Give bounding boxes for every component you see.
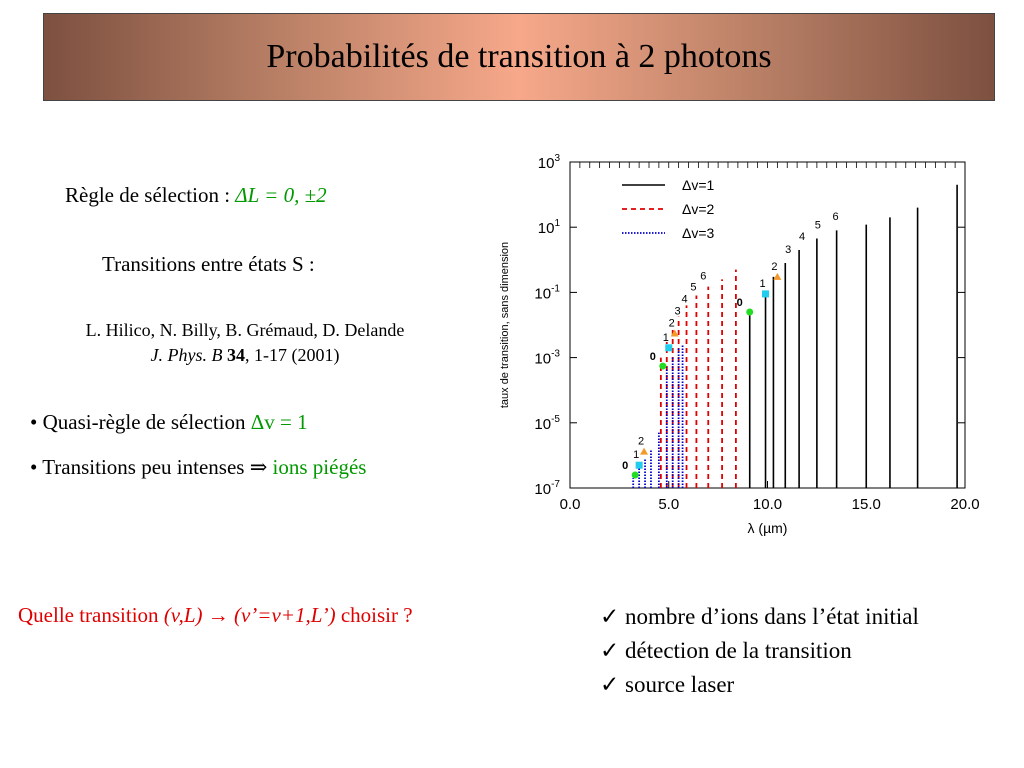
level-label: 1	[663, 332, 669, 344]
marker-orange	[773, 272, 782, 280]
selection-rule: Règle de sélection : ΔL = 0, ±2	[65, 183, 327, 208]
y-tick-label: 10-3	[534, 349, 560, 368]
level-label: 4	[681, 293, 687, 305]
legend-label: Δv=1	[682, 177, 715, 193]
x-axis-label: λ (µm)	[748, 520, 788, 536]
marker-orange	[640, 447, 649, 455]
level-label: 1	[759, 278, 765, 290]
y-tick-label: 10-5	[534, 414, 560, 433]
level-label: 0	[737, 297, 743, 309]
transitions-heading: Transitions entre états S :	[102, 252, 315, 276]
y-tick-label: 10-7	[534, 479, 560, 498]
reference-citation: J. Phys. B 34, 1-17 (2001)	[40, 345, 450, 366]
plot-frame	[569, 161, 966, 489]
bullet-text: • Transitions peu intenses ⇒	[30, 455, 273, 479]
level-label: 5	[690, 281, 696, 293]
level-label: 5	[815, 220, 821, 232]
level-label: 0	[622, 460, 628, 472]
bullet-quasi-rule: • Quasi-règle de sélection Δv = 1	[30, 410, 308, 435]
level-label: 3	[675, 305, 681, 317]
y-tick-label: 10-1	[534, 283, 560, 302]
legend-label: Δv=2	[682, 201, 715, 217]
page-title: Probabilités de transition à 2 photons	[266, 38, 772, 75]
title-bar: Probabilités de transition à 2 photons	[43, 13, 995, 101]
level-label: 2	[669, 317, 675, 329]
chart-series	[632, 184, 958, 488]
selection-rule-formula: ΔL = 0, ±2	[235, 183, 327, 207]
marker-green	[659, 362, 667, 370]
checklist-item: ✓ nombre d’ions dans l’état initial	[600, 604, 919, 629]
bullet-highlight: Δv = 1	[250, 410, 308, 434]
question: Quelle transition (v,L) → (v’=v+1,L’) ch…	[18, 603, 413, 628]
level-label: 4	[799, 231, 805, 243]
question-suffix: choisir ?	[335, 603, 413, 627]
x-tick-label: 0.0	[560, 496, 581, 513]
reference-pages: , 1-17 (2001)	[245, 345, 340, 365]
marker-green	[631, 471, 639, 479]
y-axis-label: taux de transition, sans dimension	[499, 242, 511, 408]
x-tick-label: 20.0	[950, 496, 979, 513]
selection-rule-prefix: Règle de sélection :	[65, 183, 236, 207]
legend-label: Δv=3	[682, 225, 715, 241]
level-label: 3	[785, 244, 791, 256]
marker-orange	[670, 329, 679, 337]
marker-cyan	[635, 461, 643, 469]
level-label: 2	[771, 261, 777, 273]
bullet-highlight: ions piégés	[272, 455, 367, 479]
y-tick-label: 103	[538, 153, 561, 172]
question-prefix: Quelle transition	[18, 603, 164, 627]
reference-journal: J. Phys. B	[150, 345, 223, 365]
checklist: ✓ nombre d’ions dans l’état initial ✓ dé…	[600, 600, 919, 702]
question-formula: (v,L) → (v’=v+1,L’)	[163, 603, 336, 627]
level-label: 2	[638, 436, 644, 448]
x-tick-label: 15.0	[852, 496, 881, 513]
chart-legend: Δv=1 Δv=2 Δv=3	[622, 177, 715, 241]
marker-cyan	[665, 344, 673, 352]
chart-axes: 0.0 5.0 10.0 15.0 20.010310110-110-310-510-7…	[499, 153, 980, 536]
x-tick-label: 10.0	[753, 496, 782, 513]
y-tick-label: 101	[538, 218, 561, 237]
checklist-item: ✓ source laser	[600, 672, 735, 697]
reference-authors: L. Hilico, N. Billy, B. Grémaud, D. Dela…	[85, 320, 405, 340]
level-label: 0	[650, 351, 656, 363]
reference-volume: 34	[227, 345, 245, 365]
level-label: 6	[700, 271, 706, 283]
level-label: 1	[633, 449, 639, 461]
marker-cyan	[762, 290, 770, 298]
bullet-weak-transitions: • Transitions peu intenses ⇒ ions piégés	[30, 455, 366, 480]
chart-frame	[569, 161, 966, 489]
marker-green	[746, 308, 754, 316]
checklist-item: ✓ détection de la transition	[600, 638, 852, 663]
level-label: 6	[833, 211, 839, 223]
x-tick-label: 5.0	[658, 496, 679, 513]
bullet-text: • Quasi-règle de sélection	[30, 410, 251, 434]
